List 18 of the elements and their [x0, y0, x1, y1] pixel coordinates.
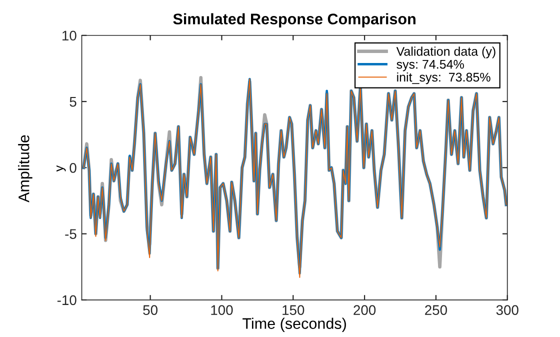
legend-label: Validation data (y) [396, 46, 496, 58]
y-tick-label: 10 [62, 30, 76, 41]
x-tick-label: 50 [143, 305, 158, 315]
x-tick-label: 200 [354, 305, 376, 315]
x-tick-label: 100 [211, 305, 233, 315]
text: y [56, 165, 66, 172]
x-tick-label: 300 [496, 305, 518, 315]
y-axis-title: Amplitude [18, 135, 32, 202]
y-tick-label: -10 [57, 295, 76, 306]
x-axis-title: Time (seconds) [242, 318, 346, 332]
x-tick-label: 250 [425, 305, 447, 315]
y-tick-label: 0 [70, 162, 76, 173]
x-tick-label: 150 [282, 305, 304, 315]
y-tick-label: 5 [70, 97, 76, 107]
legend-label: init_sys: 73.85% [397, 72, 490, 84]
legend-label: sys: 74.54% [396, 60, 464, 72]
y-tick-label: -5 [65, 229, 76, 239]
chart-title: Simulated Response Comparison [173, 13, 416, 28]
